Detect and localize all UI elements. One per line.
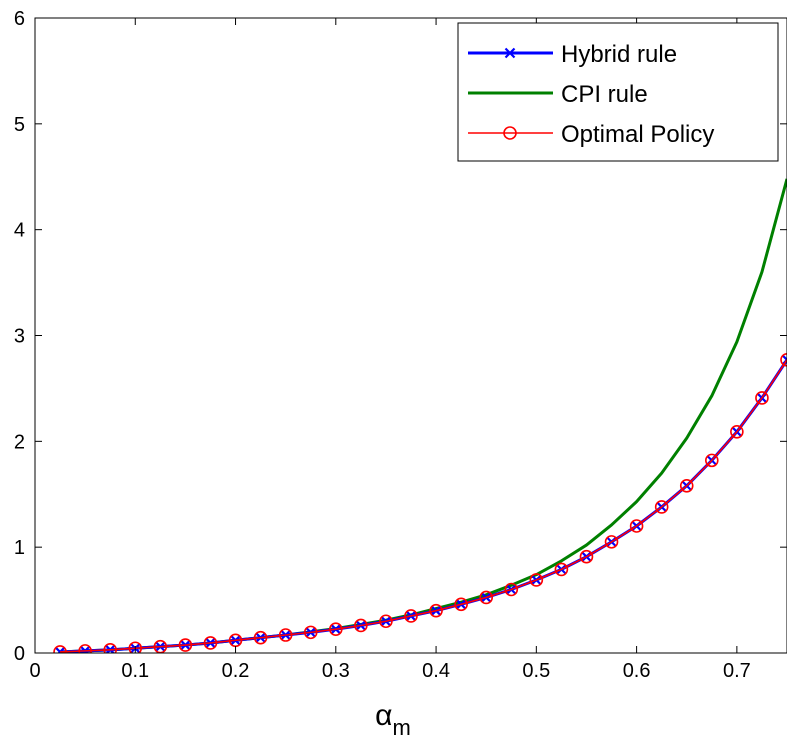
- x-tick-label: 0: [29, 660, 40, 682]
- data-point-optimal-policy: [429, 603, 443, 618]
- data-point-optimal-policy: [328, 622, 343, 636]
- data-point-optimal-policy: [554, 562, 569, 577]
- y-tick-label: 2: [14, 431, 25, 453]
- data-point-optimal-policy: [654, 500, 669, 514]
- data-point-optimal-policy: [755, 391, 769, 405]
- x-tick-label: 0.3: [322, 660, 350, 682]
- data-point-optimal-policy: [278, 628, 293, 642]
- data-point-optimal-policy: [479, 590, 494, 605]
- legend-label-optimal-policy: Optimal Policy: [561, 121, 714, 148]
- x-axis-label-subscript: m: [393, 715, 411, 740]
- legend-label-cpi-rule: CPI rule: [561, 81, 648, 108]
- legend: Hybrid rule CPI rule Optimal Policy: [457, 22, 779, 162]
- x-tick-label: 0.7: [723, 660, 751, 682]
- data-point-optimal-policy: [704, 453, 719, 468]
- y-tick-label: 0: [14, 643, 25, 665]
- y-tick-label: 5: [14, 114, 25, 136]
- data-point-optimal-policy: [504, 582, 519, 597]
- axes-layer: 0 0.1 0.2 0.3 0.4 0.5 0.6 0.7 0 1 2 3 4 5 6: [14, 8, 787, 682]
- data-point-optimal-policy: [128, 641, 143, 653]
- data-point-optimal-policy: [253, 630, 268, 645]
- y-tick-label: 6: [14, 8, 25, 30]
- x-tick-label: 0.6: [623, 660, 651, 682]
- y-tick-label: 1: [14, 537, 25, 559]
- data-point-optimal-policy: [454, 597, 468, 612]
- x-tick-label: 0.5: [522, 660, 550, 682]
- data-point-hybrid-rule: [781, 354, 787, 366]
- data-point-optimal-policy: [78, 644, 92, 653]
- data-point-optimal-policy: [354, 618, 368, 633]
- data-point-hybrid-rule: [54, 646, 66, 653]
- data-point-optimal-policy: [103, 643, 117, 653]
- data-point-optimal-policy: [579, 549, 594, 564]
- data-point-optimal-policy: [203, 636, 218, 650]
- data-point-optimal-policy: [629, 519, 644, 533]
- data-point-optimal-policy: [379, 614, 393, 629]
- x-axis-label: αm: [375, 699, 411, 740]
- x-axis-label-main: α: [375, 699, 392, 732]
- series-layer: [53, 178, 787, 653]
- data-point-optimal-policy: [780, 353, 787, 367]
- data-point-optimal-policy: [730, 425, 744, 439]
- legend-marker-hybrid-rule: [504, 47, 516, 59]
- y-tick-label: 3: [14, 326, 25, 348]
- data-point-optimal-policy: [679, 478, 694, 493]
- y-tick-label: 4: [14, 220, 25, 242]
- data-point-optimal-policy: [178, 638, 193, 652]
- data-point-optimal-policy: [529, 573, 544, 587]
- x-tick-label: 0.4: [422, 660, 450, 682]
- data-point-optimal-policy: [604, 535, 619, 549]
- data-point-optimal-policy: [53, 645, 67, 653]
- x-tick-label: 0.2: [222, 660, 250, 682]
- legend-label-hybrid-rule: Hybrid rule: [561, 41, 677, 68]
- data-point-optimal-policy: [404, 609, 418, 623]
- data-point-optimal-policy: [303, 625, 318, 640]
- x-tick-label: 0.1: [121, 660, 149, 682]
- legend-marker-optimal-policy: [503, 126, 517, 140]
